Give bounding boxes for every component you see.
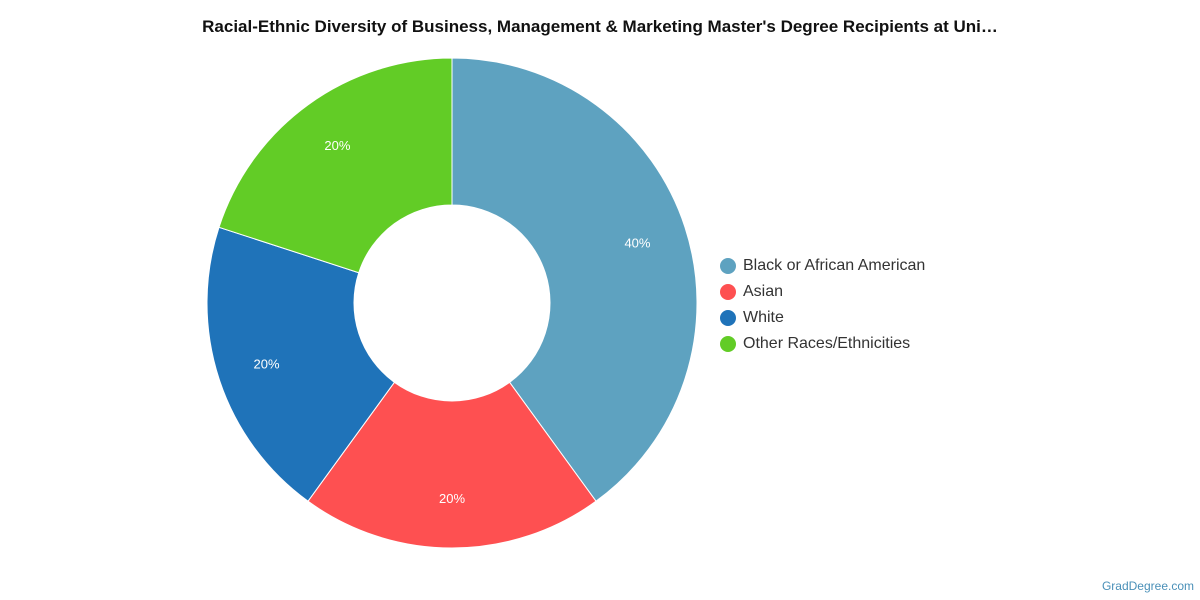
- legend-item-asian[interactable]: Asian: [720, 279, 925, 305]
- legend-swatch-icon: [720, 310, 736, 326]
- legend-swatch-icon: [720, 258, 736, 274]
- slice-label-white: 20%: [254, 356, 280, 371]
- chart-legend: Black or African American Asian White Other…: [720, 253, 925, 357]
- slice-label-asian: 20%: [439, 491, 465, 506]
- legend-label: Other Races/Ethnicities: [743, 335, 911, 352]
- slice-black-or-african-american: [451, 57, 698, 502]
- slice-asian: [307, 381, 597, 549]
- legend-label: Black or African American: [743, 257, 926, 274]
- legend-label: Asian: [743, 283, 784, 300]
- legend-item-white[interactable]: White: [720, 305, 925, 331]
- slice-label-black-or-african-american: 40%: [624, 236, 650, 251]
- legend-swatch-icon: [720, 336, 736, 352]
- watermark: GradDegree.com: [1101, 579, 1194, 593]
- slice-other-races-ethnicities: [218, 57, 453, 274]
- legend-item-other-races-ethnicities[interactable]: Other Races/Ethnicities: [720, 331, 925, 357]
- legend-label: White: [743, 309, 784, 326]
- legend-swatch-icon: [720, 284, 736, 300]
- slice-label-other-races-ethnicities: 20%: [324, 138, 350, 153]
- chart-title: Racial-Ethnic Diversity of Business, Man…: [202, 17, 998, 36]
- slice-white: [206, 226, 396, 502]
- legend-item-black-or-african-american[interactable]: Black or African American: [720, 253, 925, 279]
